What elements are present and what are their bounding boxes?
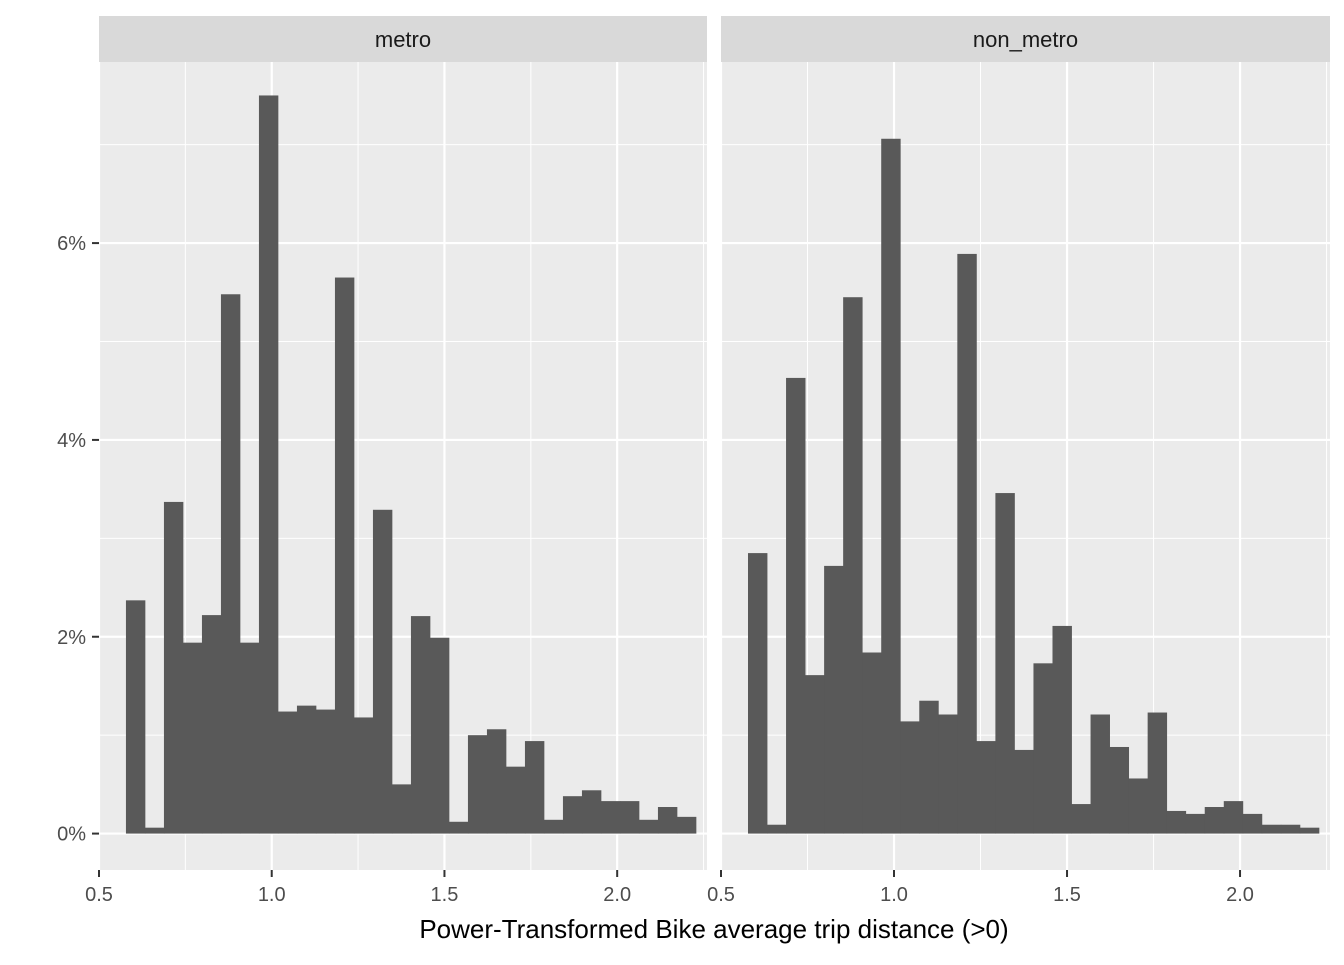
histogram-bar	[900, 721, 920, 834]
y-tick-label: 2%	[57, 627, 86, 649]
histogram-bar	[881, 138, 901, 834]
x-tick-label: 0.5	[707, 884, 735, 906]
histogram-bar	[353, 717, 374, 834]
histogram-bar	[1261, 824, 1282, 834]
histogram-bar	[467, 735, 488, 834]
histogram-bar	[1071, 804, 1091, 834]
histogram-bar	[296, 705, 317, 834]
histogram-bar	[1223, 801, 1244, 834]
histogram-bar	[1242, 813, 1263, 834]
histogram-bar	[1052, 625, 1072, 834]
histogram-bar	[1109, 746, 1130, 834]
histogram-bar	[805, 675, 825, 834]
histogram-bar	[410, 616, 431, 834]
histogram-bar	[429, 637, 450, 834]
histogram-bar	[1185, 813, 1206, 834]
y-axis: 0% 2% 4% 6%	[57, 233, 99, 846]
histogram-bar	[505, 766, 526, 834]
histogram-bar	[315, 709, 336, 834]
histogram-bar	[995, 493, 1015, 834]
x-tick-label: 0.5	[85, 884, 113, 906]
histogram-bar	[182, 642, 203, 834]
x-axis: 0.5 1.0 1.5 2.0 0.5 1.0 1.5 2.0	[85, 870, 1254, 906]
y-tick-label: 4%	[57, 430, 86, 452]
histogram-bar	[824, 565, 844, 834]
histogram-bar	[747, 553, 768, 834]
histogram-bar	[767, 824, 787, 834]
histogram-bar	[957, 253, 977, 834]
histogram-bar	[220, 294, 241, 834]
histogram-bar	[1128, 778, 1149, 834]
histogram-bar	[562, 796, 583, 834]
histogram-bar	[543, 819, 564, 834]
facet-panels: metro non_metro	[97, 16, 1330, 870]
histogram-bar	[372, 509, 393, 834]
histogram-bars	[747, 138, 1320, 834]
x-tick-label: 1.0	[880, 884, 908, 906]
facet-strip-label: non_metro	[973, 27, 1078, 52]
x-tick-label: 2.0	[1226, 884, 1254, 906]
histogram-bar	[258, 95, 279, 834]
histogram-bar	[786, 377, 806, 834]
histogram-bar	[163, 501, 184, 834]
histogram-bar	[144, 827, 165, 834]
histogram-bar	[125, 600, 146, 834]
histogram-bar	[1280, 824, 1301, 834]
histogram-bar	[391, 784, 412, 834]
histogram-bars	[125, 95, 697, 834]
histogram-bar	[1166, 810, 1187, 834]
histogram-bar	[938, 714, 958, 834]
histogram-bar	[1033, 663, 1053, 834]
histogram-bar	[524, 741, 545, 834]
histogram-bar	[843, 297, 863, 834]
y-tick-label: 6%	[57, 233, 86, 255]
facet-strip	[99, 16, 707, 62]
facet-panel-non-metro: non_metro	[719, 16, 1330, 870]
histogram-bar	[976, 741, 996, 834]
x-tick-label: 1.5	[431, 884, 459, 906]
facet-strip	[721, 16, 1330, 62]
histogram-bar	[239, 642, 260, 834]
histogram-bar	[619, 801, 640, 834]
facet-strip-label: metro	[375, 27, 431, 52]
histogram-bar	[862, 652, 882, 834]
x-tick-label: 1.5	[1053, 884, 1081, 906]
histogram-bar	[1204, 807, 1225, 834]
histogram-bar	[600, 801, 621, 834]
histogram-bar	[1090, 714, 1110, 834]
histogram-bar	[638, 819, 659, 834]
x-tick-label: 2.0	[603, 884, 631, 906]
histogram-bar	[581, 790, 602, 834]
histogram-bar	[1147, 712, 1168, 834]
facet-panel-metro: metro	[97, 16, 707, 870]
histogram-bar	[1299, 827, 1320, 834]
histogram-bar	[277, 711, 298, 834]
histogram-bar	[1014, 749, 1034, 834]
histogram-bar	[201, 615, 222, 834]
y-tick-label: 0%	[57, 824, 86, 846]
histogram-bar	[676, 816, 697, 834]
x-tick-label: 1.0	[258, 884, 286, 906]
histogram-bar	[448, 821, 469, 834]
histogram-bar	[486, 729, 507, 834]
histogram-bar	[919, 700, 939, 834]
histogram-bar	[334, 277, 355, 834]
x-axis-title: Power-Transformed Bike average trip dist…	[419, 914, 1008, 944]
histogram-bar	[657, 807, 678, 834]
